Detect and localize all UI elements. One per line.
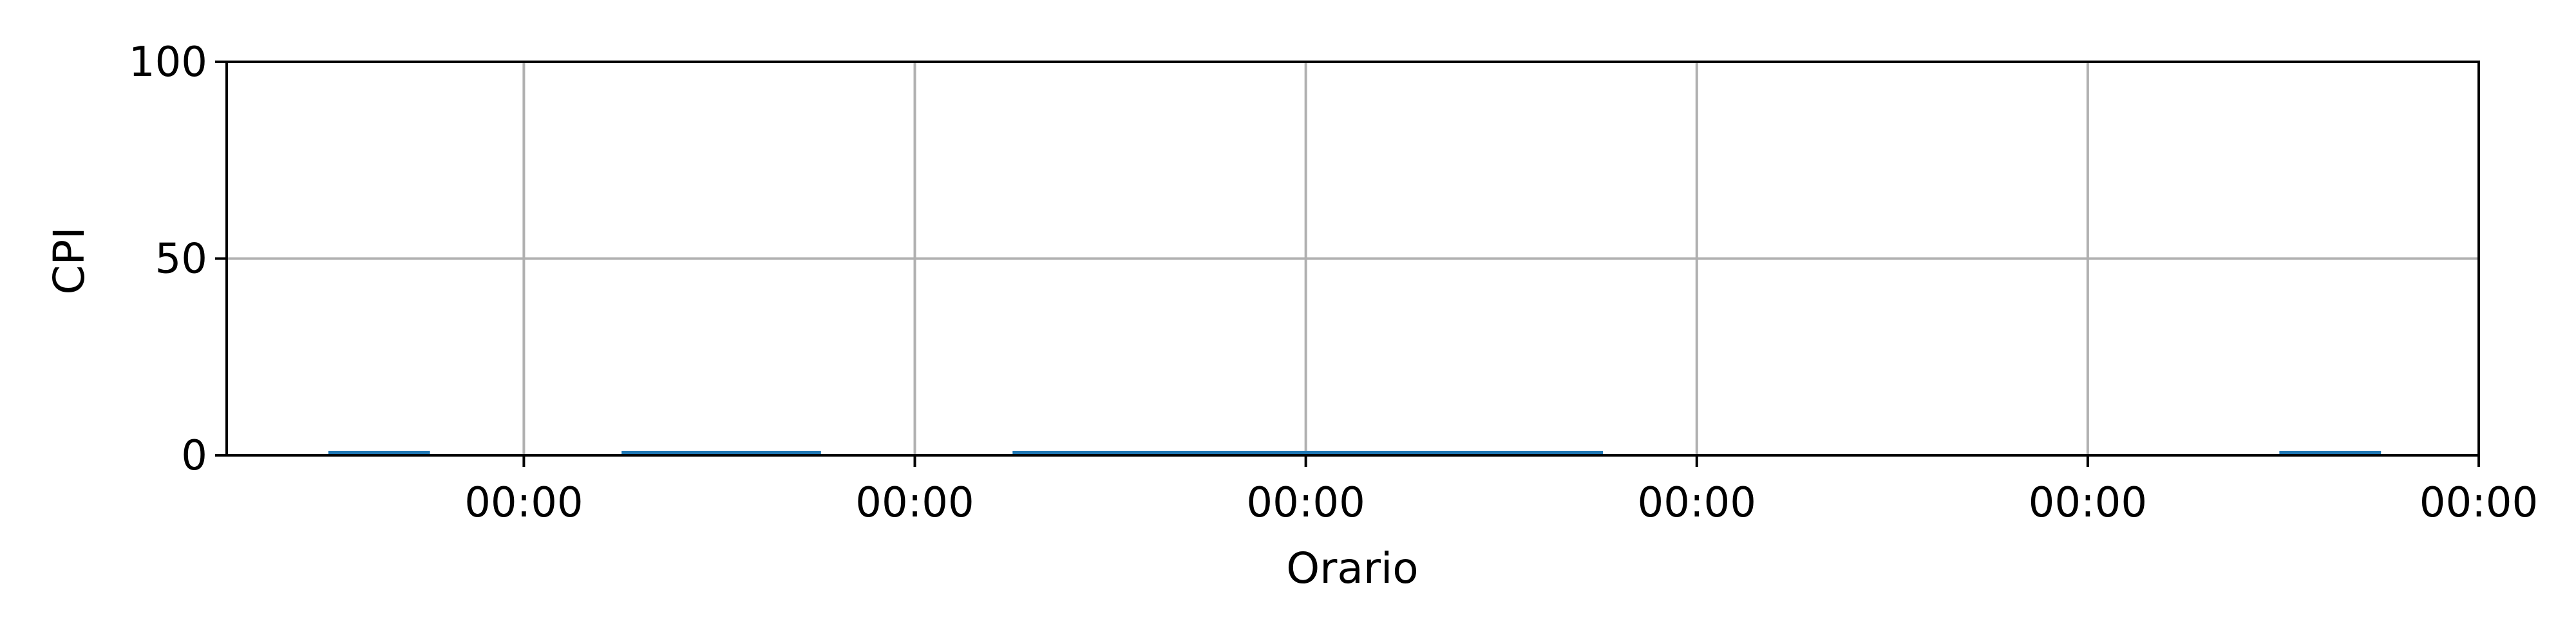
bar xyxy=(1012,451,1604,455)
bar xyxy=(328,451,430,455)
bars xyxy=(328,451,2382,455)
y-tick-label: 100 xyxy=(129,39,207,86)
x-axis-label: Orario xyxy=(1286,544,1418,593)
x-tick-label: 00:00 xyxy=(2420,479,2538,527)
x-tick-label: 00:00 xyxy=(2029,479,2147,527)
y-axis-label: CPI xyxy=(44,227,94,294)
grid xyxy=(227,61,2480,457)
y-tick-label: 0 xyxy=(181,432,207,480)
bar xyxy=(621,451,821,455)
bar xyxy=(2279,451,2382,455)
x-tick-label: 00:00 xyxy=(464,479,583,527)
y-tick-label: 50 xyxy=(155,236,207,283)
ticks: 0 50 100 00:00 00:00 00:00 00:00 00:00 00:00 xyxy=(129,39,2538,527)
x-tick-label: 00:00 xyxy=(1638,479,1756,527)
x-tick-label: 00:00 xyxy=(1246,479,1365,527)
x-tick-label: 00:00 xyxy=(855,479,974,527)
